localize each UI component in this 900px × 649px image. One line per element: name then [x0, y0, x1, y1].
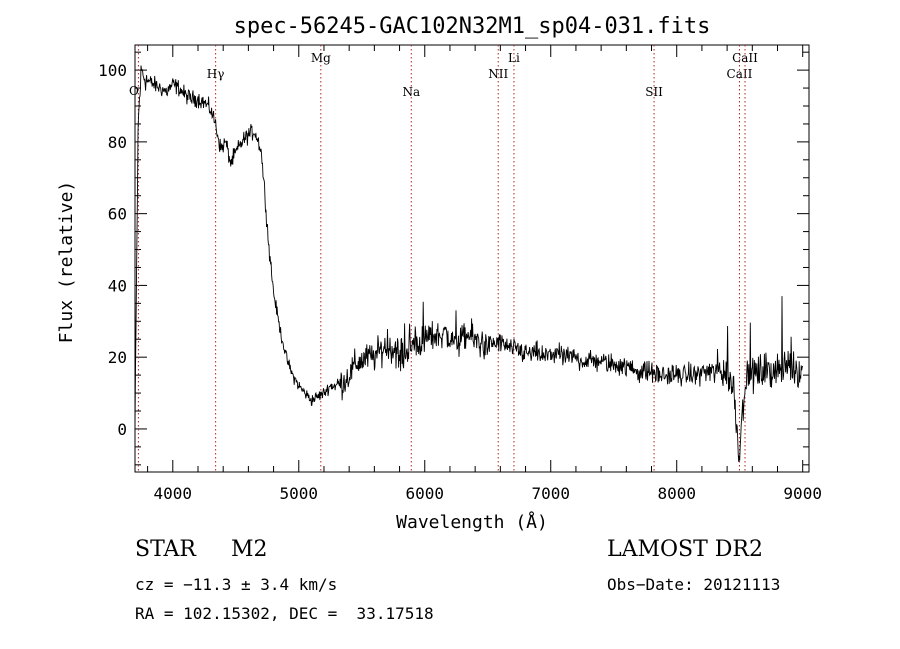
x-tick-label: 8000 — [657, 484, 696, 503]
line-marker-label: NII — [488, 67, 508, 81]
coordinates: RA = 102.15302, DEC = 33.17518 — [135, 604, 434, 623]
spectrum-line — [134, 65, 804, 462]
axis-ticks: 4000 5000 6000 7000 8000 9000 0 20 40 60 80 100 — [98, 45, 822, 503]
line-marker-label: O — [129, 84, 139, 98]
y-tick-label: 100 — [98, 61, 127, 80]
object-class: STAR M2 — [135, 537, 268, 562]
line-marker-label: CaII — [732, 51, 758, 65]
line-marker-label: Li — [508, 51, 520, 65]
chart-title: spec-56245-GAC102N32M1_sp04-031.fits — [234, 14, 711, 39]
line-marker-label: CaII — [727, 67, 753, 81]
y-axis-label: Flux (relative) — [56, 181, 77, 344]
redshift-info: cz = −11.3 ± 3.4 km/s — [135, 575, 338, 594]
line-marker-label: Mg — [311, 51, 331, 65]
y-tick-label: 60 — [108, 205, 127, 224]
x-tick-label: 4000 — [154, 484, 193, 503]
y-tick-label: 40 — [108, 276, 127, 295]
x-tick-label: 9000 — [783, 484, 822, 503]
x-tick-label: 5000 — [280, 484, 319, 503]
y-tick-label: 80 — [108, 133, 127, 152]
observation-date: Obs−Date: 20121113 — [607, 575, 781, 594]
x-tick-label: 6000 — [405, 484, 444, 503]
line-marker-label: SII — [645, 85, 663, 99]
y-tick-label: 0 — [117, 420, 127, 439]
survey-name: LAMOST DR2 — [607, 537, 763, 562]
x-tick-label: 7000 — [531, 484, 570, 503]
line-marker-label: Hγ — [207, 67, 225, 81]
x-axis-label: Wavelength (Å) — [396, 511, 548, 533]
y-tick-label: 20 — [108, 348, 127, 367]
plot-frame — [134, 44, 810, 473]
line-marker-label: Na — [402, 85, 420, 99]
